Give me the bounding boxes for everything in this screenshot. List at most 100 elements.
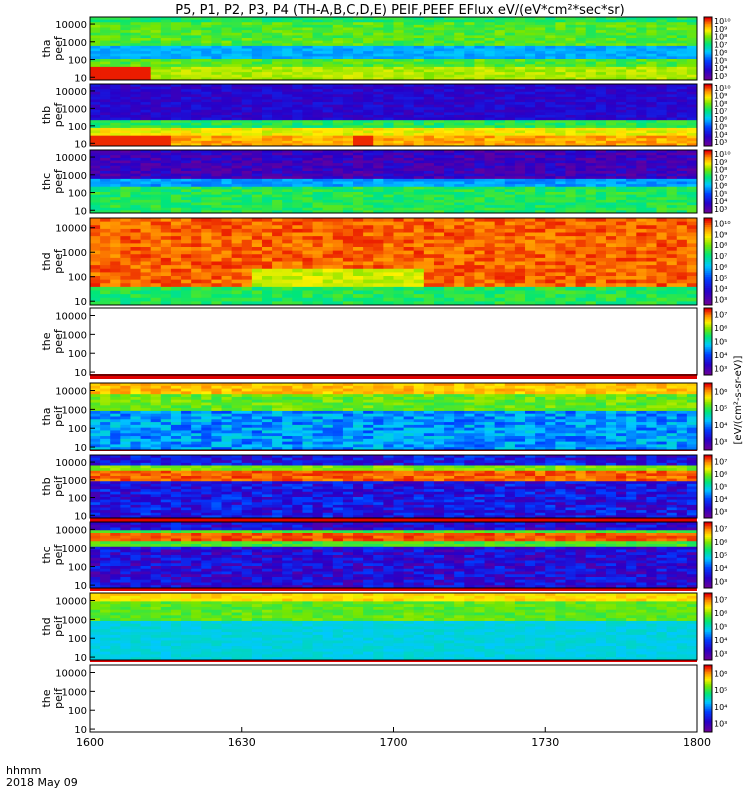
heatmap-cell [130, 53, 142, 57]
heatmap-cell [251, 59, 263, 63]
heatmap-cell [272, 254, 283, 259]
heatmap-cell [474, 64, 486, 68]
heatmap-cell [201, 232, 212, 237]
heatmap-cell [100, 48, 111, 52]
heatmap-cell [191, 45, 202, 50]
heatmap-cell [676, 35, 688, 39]
heatmap-cell [140, 43, 152, 47]
heatmap-cell [90, 135, 101, 139]
heatmap-cell [565, 61, 577, 65]
heatmap-cell [494, 17, 506, 21]
heatmap-cell [676, 53, 688, 57]
heatmap-cell [383, 27, 394, 31]
heatmap-cell [312, 48, 324, 52]
heatmap-cell [272, 138, 283, 142]
heatmap-cell [211, 135, 223, 139]
heatmap-cell [211, 127, 223, 131]
heatmap-cell [292, 122, 303, 126]
heatmap-cell [504, 32, 516, 36]
heatmap-cell [221, 138, 233, 142]
heatmap-cell [383, 72, 394, 76]
heatmap-cell [454, 38, 465, 42]
heatmap-cell [160, 239, 172, 244]
colorbar-segment [704, 21, 712, 24]
heatmap-cell [191, 138, 202, 142]
heatmap-cell [666, 27, 678, 31]
heatmap-cell [191, 30, 202, 34]
heatmap-cell [302, 99, 314, 103]
heatmap-cell [160, 294, 172, 299]
heatmap-cell [322, 94, 334, 98]
heatmap-cell [211, 117, 223, 121]
heatmap-cell [636, 66, 647, 71]
heatmap-cell [454, 117, 465, 121]
heatmap-cell [160, 40, 172, 44]
heatmap-cell [110, 102, 121, 106]
heatmap-cell [241, 107, 253, 111]
heatmap-cell [585, 74, 597, 78]
heatmap-cell [170, 268, 182, 273]
heatmap-cell [150, 38, 162, 42]
heatmap-cell [181, 221, 192, 226]
panel-species-label: peef [52, 102, 65, 128]
heatmap-cell [646, 19, 658, 23]
heatmap-cell [312, 30, 324, 34]
heatmap-cell [676, 64, 688, 68]
heatmap-cell [454, 59, 465, 63]
heatmap-cell [312, 84, 324, 88]
heatmap-cell [241, 127, 253, 131]
heatmap-cell [373, 99, 384, 103]
heatmap-cell [666, 61, 678, 65]
heatmap-cell [261, 91, 273, 95]
heatmap-cell [181, 127, 192, 131]
heatmap-cell [454, 127, 465, 131]
heatmap-cell [464, 40, 475, 44]
heatmap-cell [140, 257, 152, 263]
heatmap-cell [110, 221, 121, 226]
heatmap-cell [110, 268, 121, 273]
heatmap-cell [403, 138, 415, 142]
heatmap-cell [170, 84, 182, 88]
heatmap-cell [110, 254, 121, 259]
heatmap-cell [130, 89, 142, 93]
heatmap-cell [241, 48, 253, 52]
heatmap-cell [110, 59, 121, 63]
heatmap-cell [221, 102, 233, 106]
heatmap-cell [454, 48, 465, 52]
heatmap-cell [100, 228, 111, 234]
heatmap-cell [160, 109, 172, 113]
heatmap-cell [403, 51, 415, 55]
heatmap-cell [251, 74, 263, 78]
heatmap-cell [120, 228, 131, 234]
heatmap-cell [403, 64, 415, 68]
heatmap-cell [140, 117, 152, 121]
heatmap-cell [322, 86, 334, 90]
heatmap-cell [261, 77, 273, 81]
heatmap-cell [251, 283, 263, 288]
heatmap-cell [342, 122, 354, 126]
heatmap-cell [201, 243, 212, 248]
heatmap-cell [130, 56, 142, 60]
heatmap-cell [241, 89, 253, 93]
heatmap-cell [191, 125, 202, 129]
heatmap-cell [514, 43, 526, 47]
heatmap-cell [332, 22, 344, 26]
heatmap-cell [373, 84, 384, 88]
heatmap-cell [140, 286, 152, 292]
heatmap-cell [211, 30, 223, 34]
heatmap-cell [90, 140, 101, 144]
heatmap-cell [444, 91, 455, 95]
heatmap-cell [676, 51, 688, 55]
heatmap-cell [332, 48, 344, 52]
heatmap-cell [130, 27, 142, 31]
heatmap-cell [261, 130, 273, 134]
heatmap-cell [413, 140, 425, 144]
heatmap-cell [646, 32, 658, 36]
heatmap-cell [575, 22, 587, 26]
heatmap-cell [211, 107, 223, 111]
heatmap-cell [130, 133, 142, 137]
heatmap-cell [251, 45, 263, 50]
heatmap-cell [474, 53, 486, 57]
heatmap-cell [120, 40, 131, 44]
heatmap-cell [302, 133, 314, 137]
